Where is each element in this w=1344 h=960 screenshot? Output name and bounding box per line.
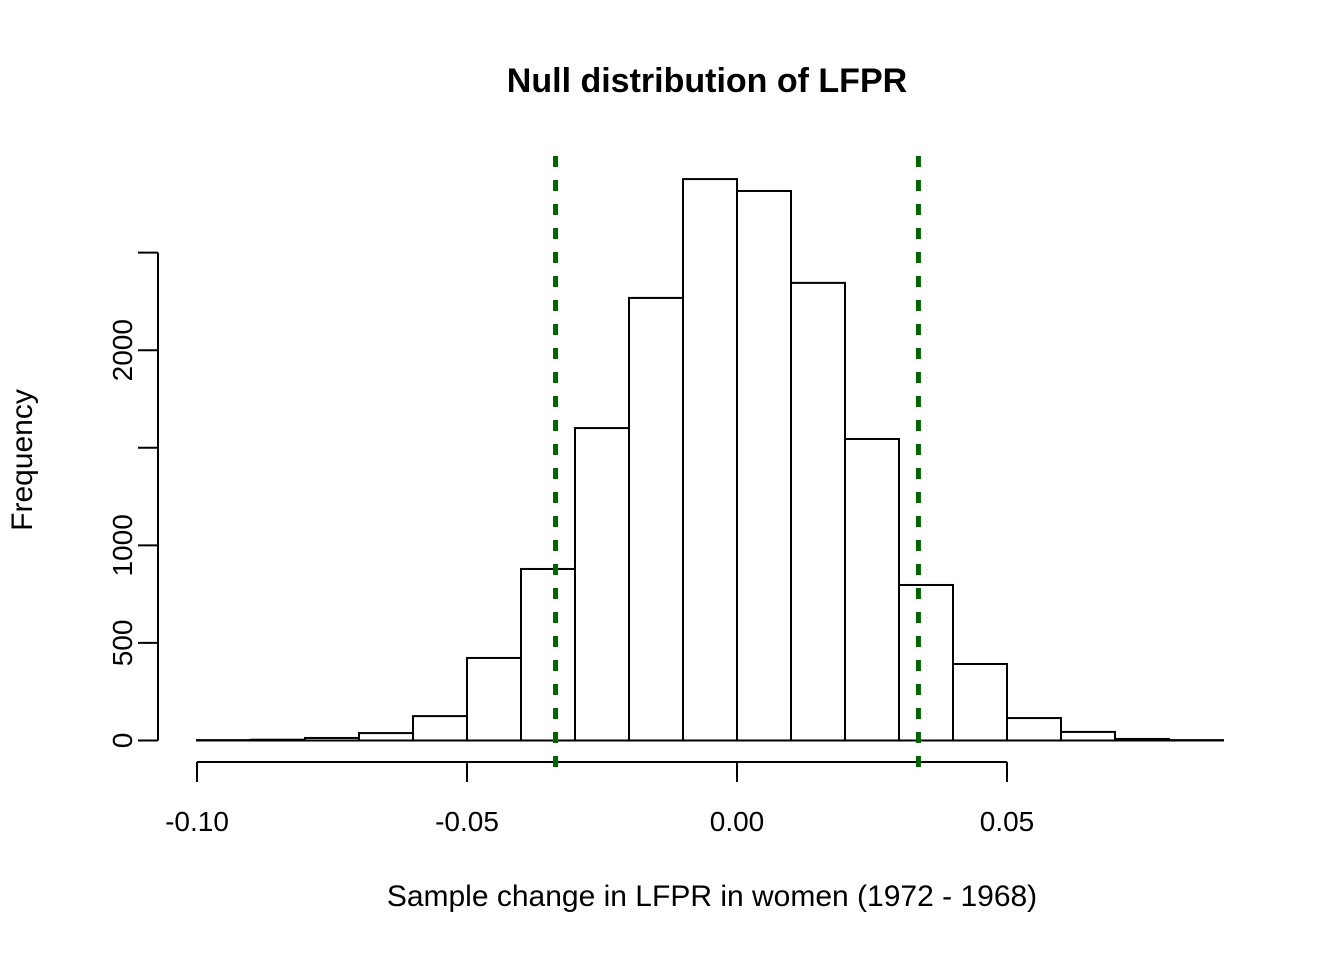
histogram-bars — [196, 178, 1224, 742]
histogram-bar — [952, 663, 1008, 742]
x-tick-label: 0.05 — [980, 806, 1035, 837]
histogram-bar — [682, 178, 738, 742]
histogram-bar — [1006, 717, 1062, 742]
y-axis-title: Frequency — [6, 389, 39, 531]
y-tick-label: 1000 — [107, 514, 138, 576]
y-tick-label: 500 — [107, 620, 138, 667]
x-axis-title: Sample change in LFPR in women (1972 - 1… — [387, 880, 1037, 913]
histogram-bar — [1114, 737, 1170, 742]
histogram-bar — [1060, 730, 1116, 742]
histogram-bar — [358, 732, 414, 742]
histogram-bar — [250, 738, 306, 742]
histogram-bar — [628, 296, 684, 742]
y-tick-label: 2000 — [107, 319, 138, 381]
cutoff-lines — [553, 156, 921, 768]
y-tick-label: 0 — [107, 733, 138, 749]
axes: 0 500 1000 2000 -0.10 -0.05 0.00 0.05 — [107, 251, 1035, 837]
x-tick-label: 0.00 — [710, 806, 765, 837]
histogram-bar — [412, 715, 468, 742]
histogram-bar — [736, 189, 792, 742]
histogram-bar — [898, 583, 954, 742]
histogram-bar — [520, 567, 576, 742]
histogram-bar — [790, 281, 846, 742]
histogram-bar — [574, 427, 630, 742]
histogram-bar — [844, 438, 900, 742]
x-tick-label: -0.10 — [165, 806, 229, 837]
x-tick-label: -0.05 — [435, 806, 499, 837]
histogram-bar — [304, 736, 360, 742]
histogram-bar — [466, 656, 522, 742]
chart-title: Null distribution of LFPR — [507, 62, 907, 100]
